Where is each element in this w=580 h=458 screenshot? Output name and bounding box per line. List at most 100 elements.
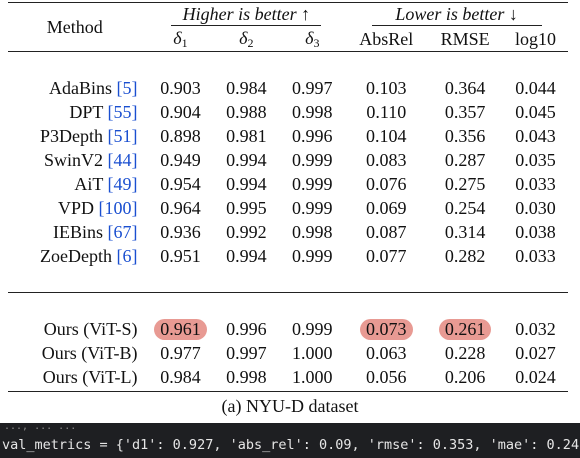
metric-cell: 0.996 xyxy=(226,318,267,339)
metric-cell: 0.045 xyxy=(515,101,556,122)
metric-cell: 0.994 xyxy=(226,149,267,170)
highlighted-value: 0.961 xyxy=(154,318,207,340)
method-name: Ours (ViT-B) xyxy=(41,342,138,363)
table-row: AiT [49] 0.954 0.994 0.999 0.076 0.275 0.033 xyxy=(8,172,568,196)
metric-cell: 0.964 xyxy=(160,197,201,218)
method-label: DPT xyxy=(69,101,108,122)
metric-cell: 0.261 xyxy=(427,317,503,341)
metric-cell: 0.998 xyxy=(292,221,333,242)
method-label: ZoeDepth xyxy=(40,245,117,266)
metric-cell: 0.073 xyxy=(345,317,427,341)
metric-cell: 0.033 xyxy=(515,245,556,266)
col-absrel: AbsRel xyxy=(359,28,414,49)
citation-link[interactable]: [6] xyxy=(116,245,138,266)
table-row: SwinV2 [44] 0.949 0.994 0.999 0.083 0.287 0.03… xyxy=(8,148,568,172)
metric-cell: 0.083 xyxy=(366,149,407,170)
metric-cell: 0.035 xyxy=(515,149,556,170)
metric-cell: 0.997 xyxy=(292,77,333,98)
metric-cell: 0.356 xyxy=(444,125,486,146)
citation-link[interactable]: [100] xyxy=(98,197,138,218)
higher-better-header: Higher is better ↑ xyxy=(171,4,322,26)
highlighted-value: 0.073 xyxy=(360,318,413,340)
metric-cell: 0.110 xyxy=(366,101,407,122)
metric-cell: 0.903 xyxy=(160,77,201,98)
method-name: VPD [100] xyxy=(8,196,148,220)
citation-link[interactable]: [5] xyxy=(116,77,138,98)
highlighted-value: 0.261 xyxy=(438,318,492,340)
table-row: IEBins [67] 0.936 0.992 0.998 0.087 0.314 0.03… xyxy=(8,220,568,244)
metric-cell: 0.999 xyxy=(292,245,333,266)
method-label: P3Depth xyxy=(40,125,108,146)
baseline-rows: AdaBins [5] 0.903 0.984 0.997 0.103 0.364 0.04… xyxy=(8,76,568,268)
table-row: VPD [100] 0.964 0.995 0.999 0.069 0.254 0.030 xyxy=(8,196,568,220)
metric-cell: 0.954 xyxy=(160,173,201,194)
metric-cell: 0.988 xyxy=(226,101,267,122)
col-delta1: δ1 xyxy=(173,27,188,50)
metric-cell: 0.364 xyxy=(444,77,486,98)
metric-cell: 0.949 xyxy=(160,149,201,170)
terminal-panel: ..., ... ... val_metrics = {'d1': 0.927,… xyxy=(0,423,580,458)
metric-cell: 0.030 xyxy=(515,197,556,218)
metric-cell: 1.000 xyxy=(292,366,333,387)
metric-cell: 0.984 xyxy=(160,366,201,387)
method-label: IEBins xyxy=(53,221,108,242)
metric-cell: 0.998 xyxy=(226,366,267,387)
metric-cell: 0.038 xyxy=(515,221,556,242)
metric-cell: 0.999 xyxy=(292,318,333,339)
table-row: P3Depth [51] 0.898 0.981 0.996 0.104 0.356 0.0… xyxy=(8,124,568,148)
col-log10: log10 xyxy=(514,28,556,49)
metric-cell: 0.998 xyxy=(292,101,333,122)
table-row: Ours (ViT-S) 0.961 0.996 0.999 0.073 0.261 0.0… xyxy=(8,317,568,341)
method-label: VPD xyxy=(58,197,99,218)
metric-cell: 0.027 xyxy=(515,342,556,363)
metric-cell: 0.936 xyxy=(160,221,201,242)
citation-link[interactable]: [51] xyxy=(107,125,138,146)
terminal-output-line[interactable]: val_metrics = {'d1': 0.927, 'abs_rel': 0… xyxy=(2,437,580,453)
metric-cell: 0.032 xyxy=(515,318,556,339)
method-name: SwinV2 [44] xyxy=(8,148,148,172)
metric-cell: 0.206 xyxy=(444,366,486,387)
citation-link[interactable]: [55] xyxy=(107,101,138,122)
metric-cell: 0.076 xyxy=(366,173,407,194)
metric-cell: 0.254 xyxy=(444,197,486,218)
method-label: SwinV2 xyxy=(44,149,108,170)
metric-cell: 0.056 xyxy=(366,366,407,387)
method-name: ZoeDepth [6] xyxy=(8,244,148,268)
metric-cell: 0.357 xyxy=(444,101,486,122)
metric-cell: 0.024 xyxy=(515,366,556,387)
col-delta3: δ3 xyxy=(305,27,320,50)
method-name: Ours (ViT-L) xyxy=(42,366,138,387)
table-row: Ours (ViT-L) 0.984 0.998 1.000 0.056 0.206 0.0… xyxy=(8,365,568,389)
metric-cell: 0.999 xyxy=(292,149,333,170)
metric-cell: 0.981 xyxy=(226,125,267,146)
table-row: AdaBins [5] 0.903 0.984 0.997 0.103 0.364 0.04… xyxy=(8,76,568,100)
metric-cell: 0.043 xyxy=(515,125,556,146)
metric-cell: 0.044 xyxy=(515,77,556,98)
metric-cell: 0.999 xyxy=(292,197,333,218)
citation-link[interactable]: [49] xyxy=(107,173,138,194)
metric-cell: 0.077 xyxy=(366,245,407,266)
citation-link[interactable]: [67] xyxy=(107,221,138,242)
terminal-top-fragment: ..., ... ... xyxy=(4,423,77,432)
metric-cell: 0.999 xyxy=(292,173,333,194)
method-name: DPT [55] xyxy=(8,100,148,124)
metric-cell: 0.997 xyxy=(226,342,267,363)
metric-cell: 0.282 xyxy=(444,245,486,266)
method-name: AdaBins [5] xyxy=(8,76,148,100)
col-rmse: RMSE xyxy=(440,28,490,49)
method-name: P3Depth [51] xyxy=(8,124,148,148)
metric-cell: 0.275 xyxy=(444,173,486,194)
citation-link[interactable]: [44] xyxy=(107,149,138,170)
col-delta2: δ2 xyxy=(239,27,254,50)
results-table-figure: Method Higher is better ↑ Lower is bette… xyxy=(8,2,568,416)
metric-cell: 1.000 xyxy=(292,342,333,363)
metric-cell: 0.069 xyxy=(366,197,407,218)
lower-better-header: Lower is better ↓ xyxy=(371,4,542,26)
method-header: Method xyxy=(46,16,103,37)
metric-cell: 0.961 xyxy=(148,317,214,341)
table-caption: (a) NYU-D dataset xyxy=(221,396,359,416)
metric-cell: 0.063 xyxy=(366,342,407,363)
metric-cell: 0.287 xyxy=(444,149,486,170)
results-table: Method Higher is better ↑ Lower is bette… xyxy=(8,2,568,392)
ours-rows: Ours (ViT-S) 0.961 0.996 0.999 0.073 0.261 0.0… xyxy=(8,317,568,389)
